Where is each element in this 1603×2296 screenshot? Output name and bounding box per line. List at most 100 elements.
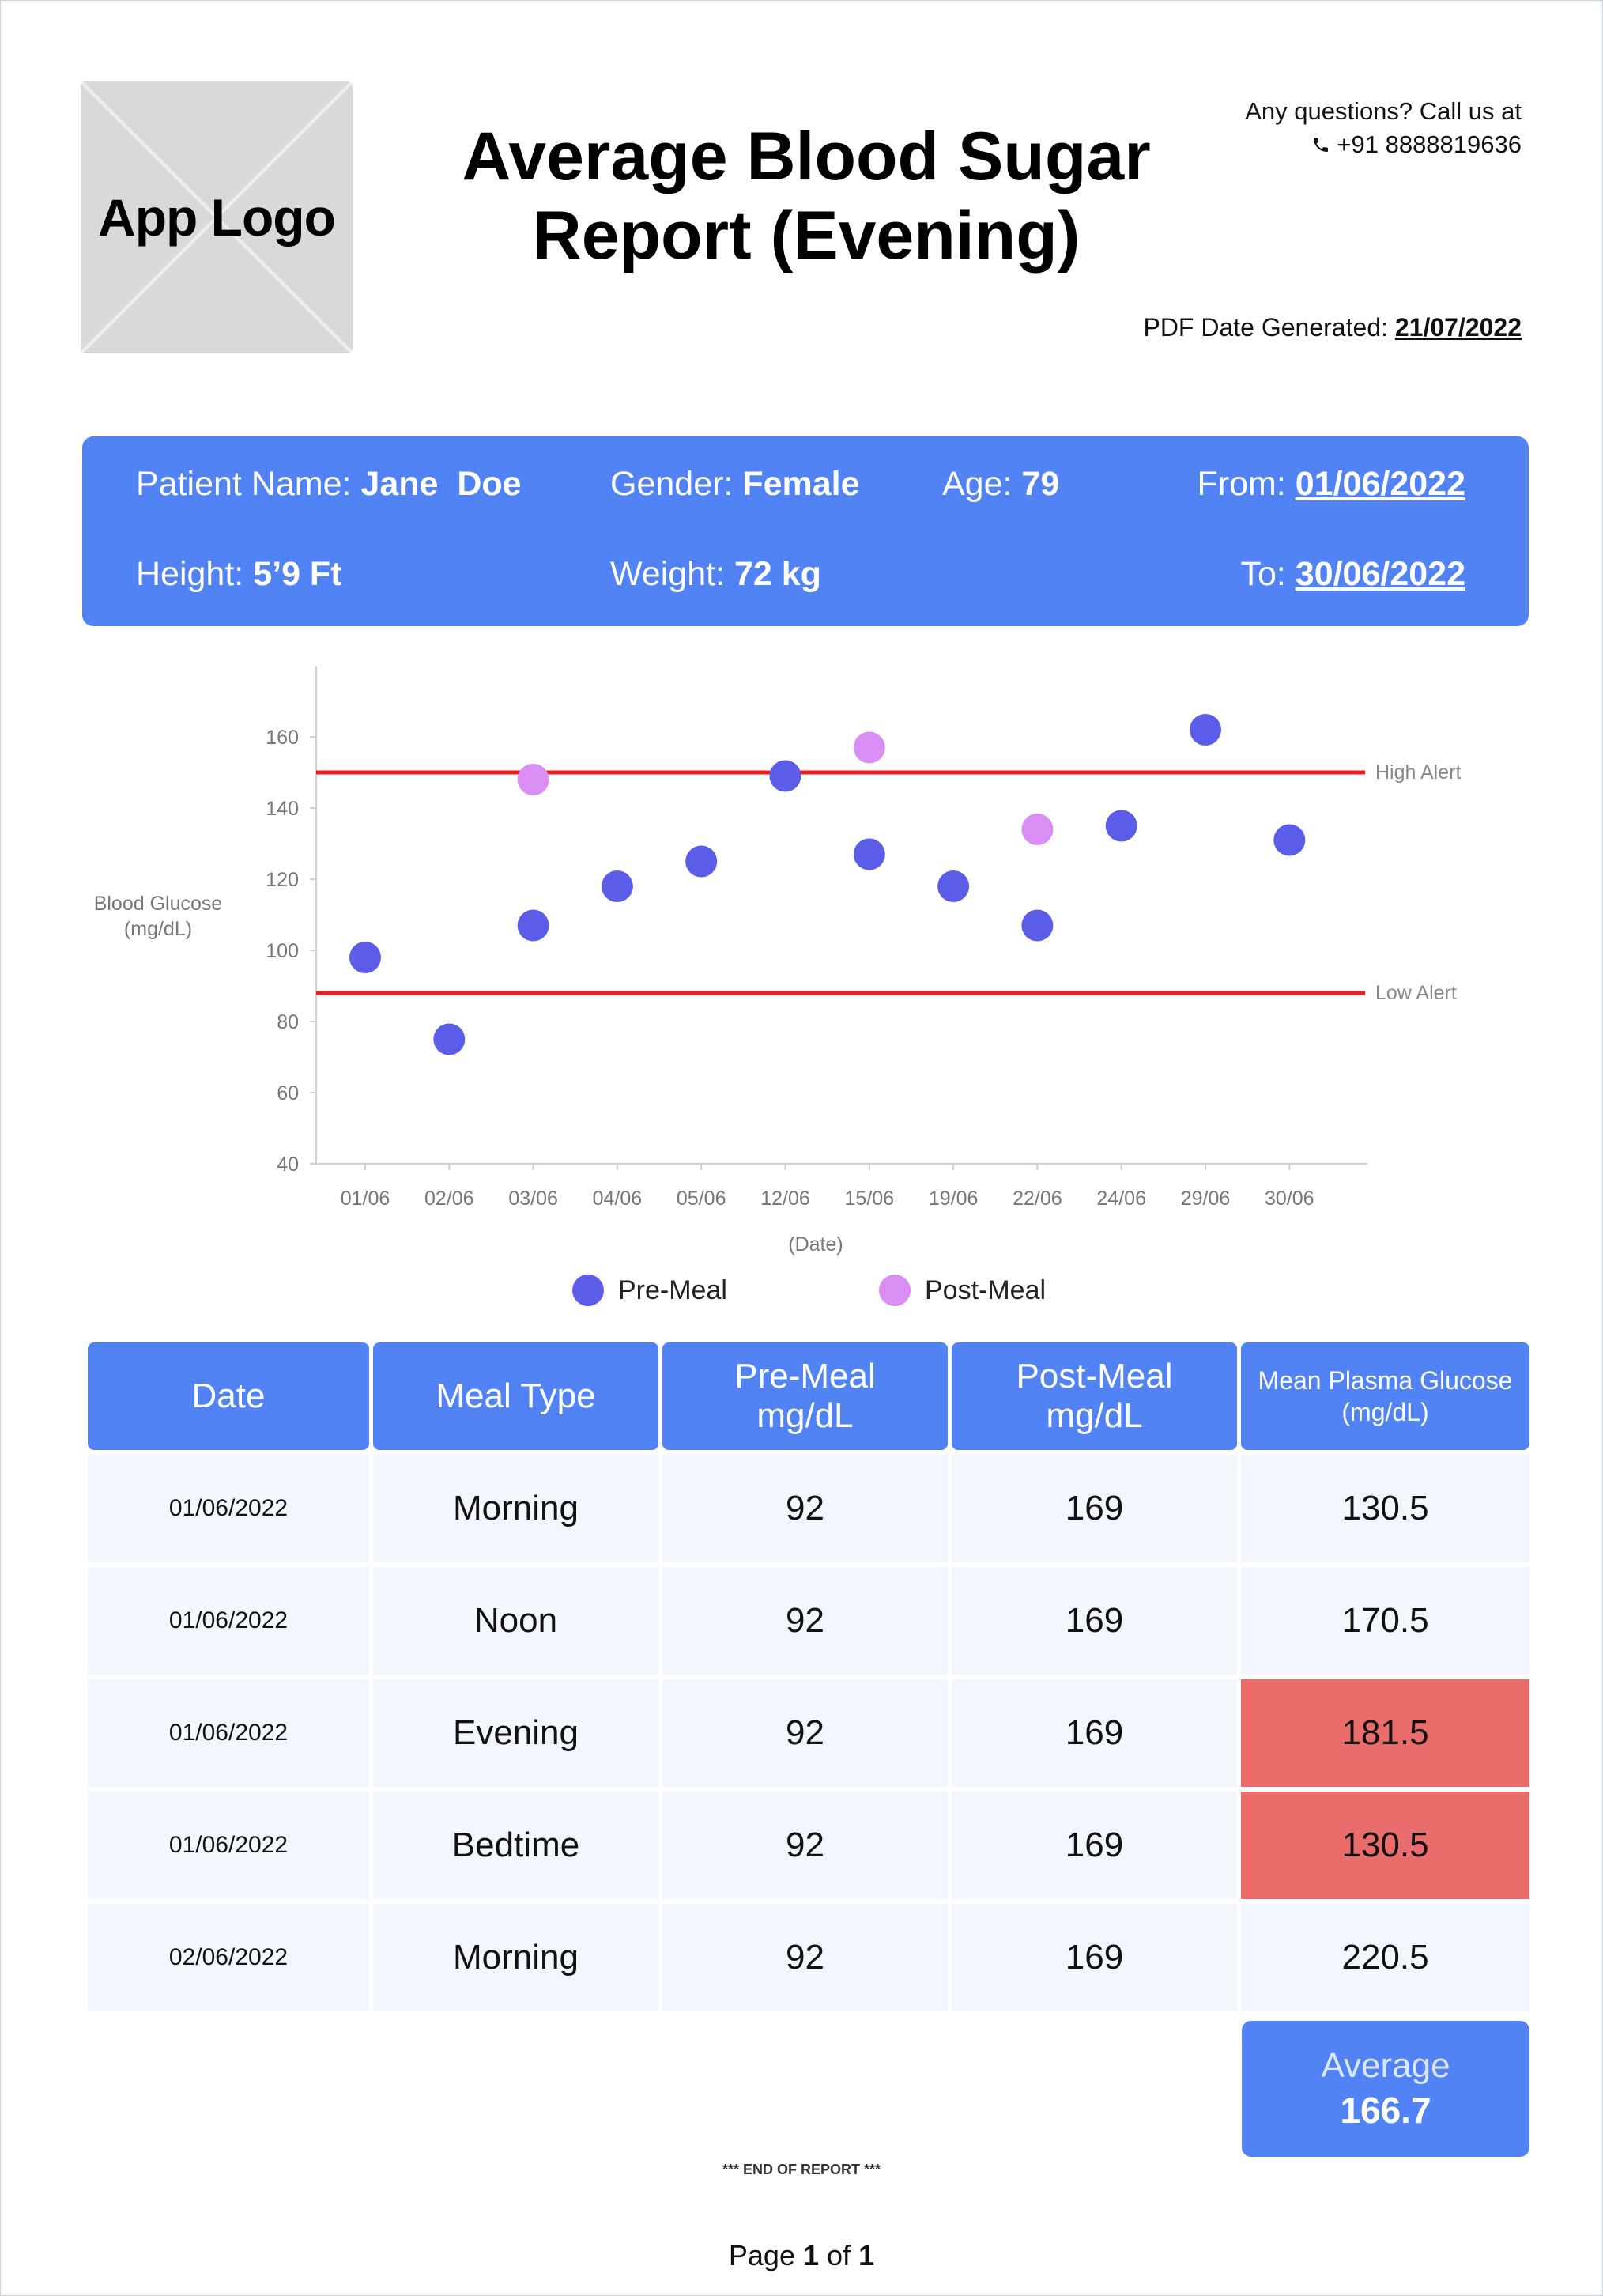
- legend-post-label: Post-Meal: [925, 1275, 1047, 1305]
- x-tick-label: 29/06: [1181, 1188, 1231, 1210]
- cell-pre-meal: 92: [662, 1679, 948, 1787]
- cell-pre-meal: 92: [662, 1455, 948, 1562]
- weight-field: Weight: 72 kg: [610, 555, 821, 594]
- pre-meal-point: [769, 760, 802, 792]
- height-value: 5’9 Ft: [253, 555, 342, 593]
- to-date-field: To: 30/06/2022: [1240, 555, 1465, 594]
- x-tick-label: 05/06: [677, 1188, 726, 1210]
- from-date-field: From: 01/06/2022: [1198, 465, 1465, 504]
- logo-text: App Logo: [98, 188, 336, 247]
- phone-icon: [1314, 138, 1329, 152]
- average-label: Average: [1321, 2046, 1450, 2085]
- pre-meal-point: [1190, 714, 1221, 746]
- x-tick-label: 19/06: [929, 1188, 979, 1210]
- cell-post-meal: 169: [952, 1567, 1237, 1675]
- gender-label: Gender:: [610, 465, 734, 503]
- age-field: Age: 79: [942, 465, 1059, 504]
- header-post-meal: Post-Meal mg/dL: [952, 1342, 1237, 1450]
- y-tick-label: 160: [266, 727, 299, 749]
- header-pre-meal: Pre-Meal mg/dL: [662, 1342, 948, 1450]
- patient-name-field: Patient Name: Jane Doe: [136, 465, 522, 504]
- x-tick-label: 22/06: [1013, 1188, 1062, 1210]
- end-of-report: *** END OF REPORT ***: [722, 2162, 881, 2177]
- cell-meal-type: Morning: [373, 1904, 658, 2011]
- pre-meal-swatch: [572, 1275, 604, 1306]
- x-axis-label: (Date): [788, 1233, 843, 1256]
- patient-name-value: Jane Doe: [360, 465, 522, 503]
- pre-meal-point: [1273, 824, 1306, 856]
- table-row: 01/06/2022 Noon 92 169 170.5: [88, 1567, 1529, 1675]
- page-number: Page 1 of 1: [0, 2239, 1603, 2272]
- pre-meal-point: [853, 838, 885, 870]
- cell-meal-type: Bedtime: [373, 1792, 658, 1899]
- chart-legend: Pre-Meal Post-Meal: [0, 1275, 1603, 1322]
- patient-info-banner: Patient Name: Jane Doe Gender: Female Ag…: [82, 436, 1529, 626]
- post-meal-point: [853, 731, 885, 764]
- x-tick-label: 04/06: [593, 1188, 643, 1210]
- page-total: 1: [858, 2239, 875, 2271]
- x-tick-label: 15/06: [845, 1188, 895, 1210]
- cell-post-meal: 169: [952, 1792, 1237, 1899]
- cell-post-meal: 169: [952, 1679, 1237, 1787]
- cell-mean-plasma-glucose: 170.5: [1241, 1567, 1529, 1675]
- phone-row[interactable]: +91 8888819636: [1245, 128, 1522, 161]
- x-tick-label: 02/06: [424, 1188, 474, 1210]
- table-row: 01/06/2022 Bedtime 92 169 130.5: [88, 1792, 1529, 1899]
- gender-value: Female: [742, 465, 860, 503]
- pre-meal-point: [349, 942, 381, 973]
- cell-date: 01/06/2022: [88, 1567, 369, 1675]
- cell-mean-plasma-glucose: 130.5: [1241, 1455, 1529, 1562]
- table-header-row: Date Meal Type Pre-Meal mg/dL Post-Meal …: [88, 1342, 1529, 1450]
- post-meal-point: [517, 764, 549, 795]
- pre-meal-point: [433, 1023, 466, 1055]
- cell-date: 01/06/2022: [88, 1792, 369, 1899]
- phone-number[interactable]: +91 8888819636: [1337, 130, 1522, 158]
- height-field: Height: 5’9 Ft: [136, 555, 342, 594]
- chart-thresholds: High Alert Low Alert: [316, 761, 1461, 1004]
- y-tick-label: 60: [277, 1082, 299, 1105]
- logo-placeholder-icon: [81, 81, 353, 353]
- cell-meal-type: Morning: [373, 1455, 658, 1562]
- table-row: 02/06/2022 Morning 92 169 220.5: [88, 1904, 1529, 2011]
- from-date: 01/06/2022: [1295, 465, 1465, 503]
- contact-info: Any questions? Call us at +91 8888819636: [1245, 95, 1522, 161]
- header-mean-plasma-glucose: Mean Plasma Glucose (mg/dL): [1241, 1342, 1529, 1450]
- y-axis-label-line: (mg/dL): [124, 918, 192, 940]
- chart-axes: 40 60 80 100 120 140 160 01/06 02/06 03/06 04/06 05…: [94, 666, 1367, 1256]
- cell-mean-plasma-glucose: 181.5: [1241, 1679, 1529, 1787]
- cell-meal-type: Evening: [373, 1679, 658, 1787]
- page-of-label: of: [827, 2239, 851, 2271]
- legend-pre-meal: Pre-Meal: [572, 1275, 727, 1306]
- cell-post-meal: 169: [952, 1455, 1237, 1562]
- pre-meal-point: [1105, 810, 1137, 842]
- cell-date: 01/06/2022: [88, 1455, 369, 1562]
- pre-meal-point: [601, 870, 633, 902]
- page-current: 1: [802, 2239, 820, 2271]
- y-tick-label: 100: [266, 940, 299, 962]
- weight-value: 72 kg: [734, 555, 821, 593]
- cell-date: 02/06/2022: [88, 1904, 369, 2011]
- x-tick-label: 01/06: [341, 1188, 390, 1210]
- pre-meal-point: [937, 870, 970, 902]
- from-label: From:: [1197, 465, 1286, 503]
- y-tick-label: 40: [277, 1154, 299, 1176]
- weight-label: Weight:: [610, 555, 725, 593]
- x-tick-label: 12/06: [760, 1188, 810, 1210]
- page-label: Page: [728, 2239, 795, 2271]
- age-label: Age:: [942, 465, 1013, 503]
- chart-points: [349, 714, 1306, 1055]
- cell-pre-meal: 92: [662, 1567, 948, 1675]
- cell-date: 01/06/2022: [88, 1679, 369, 1787]
- generated-label: PDF Date Generated:: [1143, 313, 1388, 342]
- blood-glucose-scatter-chart: 40 60 80 100 120 140 160 01/06 02/06 03/06 04/06 05…: [94, 666, 1461, 1256]
- cell-mean-plasma-glucose: 220.5: [1241, 1904, 1529, 2011]
- to-label: To:: [1240, 555, 1286, 593]
- cell-post-meal: 169: [952, 1904, 1237, 2011]
- threshold-label: Low Alert: [1375, 982, 1457, 1004]
- average-box: Average 166.7: [1242, 2021, 1529, 2157]
- pre-meal-point: [1021, 909, 1054, 942]
- header-meal-type: Meal Type: [373, 1342, 658, 1450]
- contact-text: Any questions? Call us at: [1245, 97, 1522, 125]
- y-tick-label: 140: [266, 798, 299, 820]
- y-axis-label-line: Blood Glucose: [94, 893, 223, 915]
